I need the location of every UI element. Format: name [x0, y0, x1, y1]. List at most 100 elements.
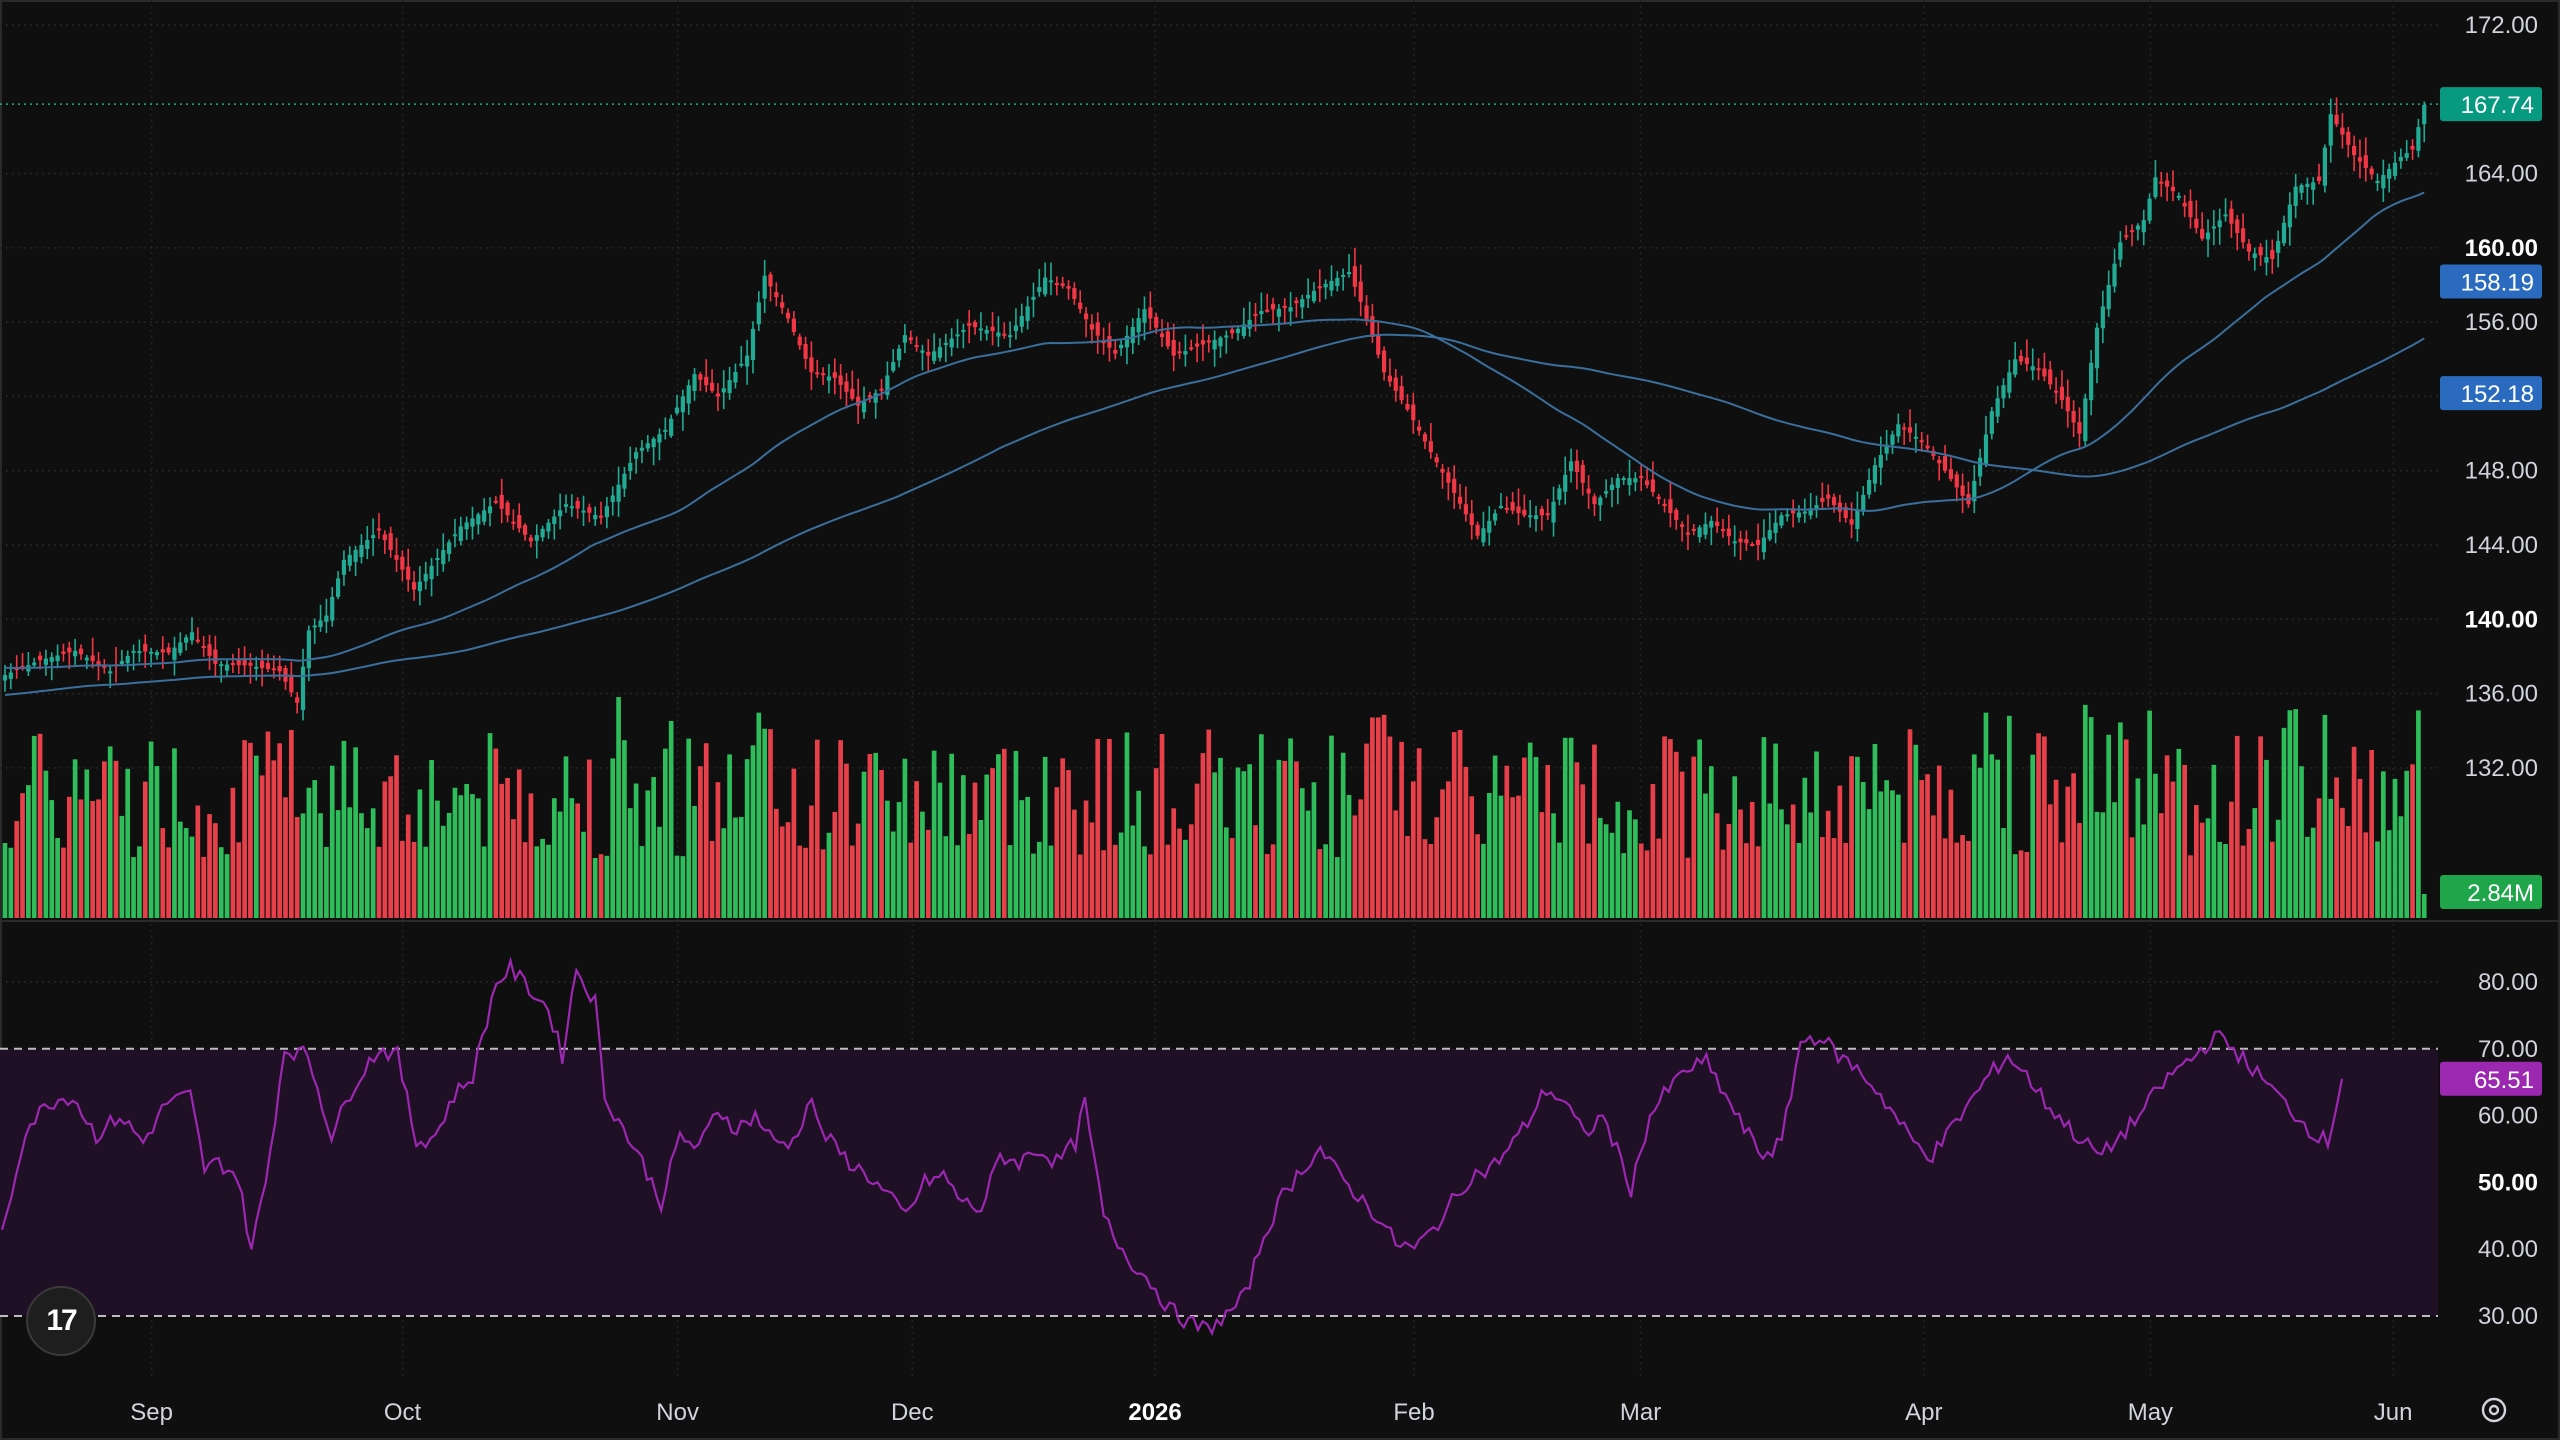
- volume-bar: [230, 787, 236, 918]
- settings-icon[interactable]: [2476, 1392, 2512, 1428]
- volume-bar: [1621, 853, 1627, 918]
- candle: [797, 333, 802, 350]
- volume-bar: [1574, 762, 1580, 918]
- candle: [815, 359, 820, 378]
- volume-bar: [1603, 824, 1609, 918]
- volume-bar: [2100, 812, 2106, 918]
- volume-bar: [1860, 781, 1866, 918]
- candle: [2328, 98, 2333, 163]
- volume-bar: [1843, 842, 1849, 918]
- candle: [213, 635, 218, 677]
- volume-bar: [505, 777, 510, 918]
- candle: [669, 414, 674, 438]
- candle: [885, 361, 890, 400]
- volume-bar: [972, 782, 978, 918]
- volume-bar: [1720, 849, 1726, 918]
- volume-bar: [1036, 841, 1042, 918]
- candle: [1224, 330, 1229, 354]
- candle: [1937, 455, 1942, 481]
- volume-bar: [990, 768, 995, 918]
- candle: [1487, 506, 1492, 546]
- volume-bar: [242, 740, 247, 918]
- volume-bar: [1726, 823, 1732, 918]
- candle: [2334, 97, 2339, 128]
- candle: [645, 435, 650, 452]
- candle: [493, 496, 498, 505]
- candle: [2059, 370, 2065, 409]
- volume-bar: [142, 781, 148, 918]
- volume-bar: [1685, 857, 1691, 918]
- last-price-tag: 167.74: [2440, 87, 2542, 122]
- volume-bar: [2082, 704, 2088, 918]
- candle: [937, 338, 943, 362]
- candle: [1773, 509, 1778, 544]
- volume-bar: [814, 739, 820, 918]
- x-axis: SepOctNovDec2026FebMarAprMayJunJulAug: [130, 1399, 2412, 1426]
- candle: [949, 328, 954, 357]
- candle: [1942, 445, 1948, 473]
- volume-bar: [2246, 828, 2252, 918]
- candle: [318, 604, 323, 632]
- volume-bar: [1188, 824, 1194, 918]
- volume-bar: [1989, 754, 1995, 918]
- volume-bar: [1340, 752, 1346, 918]
- volume-bar: [2369, 750, 2374, 918]
- candle: [2340, 113, 2345, 149]
- candle: [692, 368, 697, 401]
- candle: [1317, 269, 1322, 303]
- price-tick-label: 164.00: [2465, 161, 2538, 188]
- volume-bar: [1966, 840, 1971, 918]
- candle: [528, 534, 534, 548]
- volume-bar: [738, 816, 744, 918]
- rsi-tick-label: 40.00: [2478, 1236, 2538, 1263]
- candle: [2124, 225, 2129, 240]
- volume-bar: [2094, 811, 2100, 918]
- candle: [2422, 101, 2427, 143]
- candle: [1872, 457, 1878, 493]
- ma-fast-tag: 158.19: [2440, 264, 2542, 299]
- volume-bar: [2264, 759, 2269, 918]
- candle: [990, 311, 995, 346]
- volume-bar: [113, 760, 119, 918]
- candle: [417, 566, 422, 606]
- candle: [686, 379, 691, 415]
- volume-bar: [1171, 808, 1177, 918]
- volume-bar: [2193, 805, 2199, 918]
- volume-bar: [1650, 784, 1656, 918]
- candle: [1580, 459, 1585, 496]
- candle: [1791, 499, 1796, 528]
- candle: [2065, 379, 2070, 428]
- candle: [265, 653, 271, 673]
- volume-bar: [2012, 854, 2018, 918]
- volume-bar: [569, 798, 575, 918]
- volume-bar: [2421, 894, 2427, 918]
- volume-bar: [1294, 761, 1299, 918]
- volume-bar: [2357, 778, 2363, 918]
- tradingview-logo[interactable]: 17: [26, 1286, 96, 1356]
- volume-bar: [1118, 832, 1124, 918]
- candle: [353, 545, 358, 576]
- price-tick-label: 144.00: [2465, 532, 2538, 559]
- volume-bar: [207, 814, 212, 918]
- volume-bar: [2112, 802, 2117, 918]
- candle: [382, 530, 387, 555]
- candle: [2387, 163, 2392, 193]
- volume-bar: [423, 846, 429, 918]
- candle: [1200, 324, 1206, 362]
- volume-bar: [1609, 832, 1615, 918]
- candle: [698, 371, 703, 391]
- volume-bar: [2375, 841, 2380, 918]
- candle: [166, 642, 171, 656]
- candle: [1738, 530, 1743, 561]
- volume-bar: [686, 738, 692, 918]
- candle: [2147, 193, 2152, 224]
- volume-bar: [1288, 738, 1293, 918]
- volume-bar: [721, 828, 727, 918]
- volume-bar: [1767, 803, 1773, 918]
- candle: [1241, 307, 1246, 339]
- volume-bar: [318, 813, 323, 918]
- candle: [2071, 400, 2076, 437]
- volume-bar: [1656, 838, 1662, 918]
- volume-bar: [984, 774, 990, 918]
